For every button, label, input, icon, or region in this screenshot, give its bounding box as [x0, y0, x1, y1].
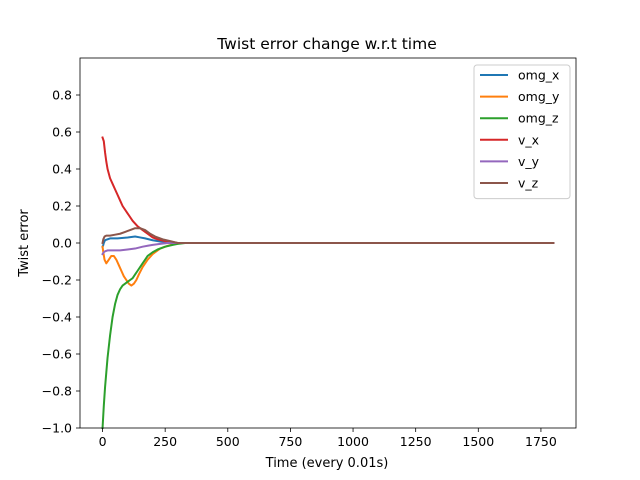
- x-tick-label: 250: [153, 434, 177, 449]
- series-line-omg-y: [101, 242, 555, 287]
- x-tick-label: 0: [99, 434, 107, 449]
- y-tick-label: −0.6: [42, 347, 72, 362]
- legend-label-v-y: v_y: [518, 154, 540, 169]
- x-tick-label: 1750: [525, 434, 557, 449]
- x-tick-label: 500: [216, 434, 240, 449]
- series-line-omg-x: [101, 235, 555, 249]
- y-tick-label: −0.4: [42, 310, 72, 325]
- y-axis-label: Twist error: [17, 209, 32, 278]
- y-tick-label: 0.0: [52, 236, 72, 251]
- y-tick-label: −0.8: [42, 384, 72, 399]
- series-line-v-y: [101, 242, 555, 256]
- x-tick-label: 750: [278, 434, 302, 449]
- legend-label-v-x: v_x: [518, 132, 539, 147]
- legend-label-v-z: v_z: [518, 176, 539, 191]
- y-tick-label: −1.0: [42, 421, 72, 436]
- series-line-v-x: [101, 136, 555, 244]
- legend: omg_x omg_y omg_z v_x v_y v_z: [473, 64, 571, 200]
- legend-label-omg-z: omg_z: [518, 111, 559, 126]
- axis-ticks: 0 250 500 750 1000 1250 1500 1750 −1.0 −0.8 −0.6 −0…: [42, 88, 557, 450]
- y-tick-label: 0.8: [52, 88, 72, 103]
- x-axis-label: Time (every 0.01s): [265, 456, 389, 471]
- legend-label-omg-x: omg_x: [518, 68, 559, 83]
- y-tick-label: 0.2: [52, 199, 72, 214]
- y-tick-label: −0.2: [42, 273, 72, 288]
- y-tick-label: 0.4: [52, 162, 72, 177]
- x-tick-label: 1250: [400, 434, 432, 449]
- legend-label-omg-y: omg_y: [518, 89, 560, 104]
- y-tick-label: 0.6: [52, 125, 72, 140]
- x-tick-label: 1000: [337, 434, 369, 449]
- x-tick-label: 1500: [462, 434, 494, 449]
- plot-frame: [79, 57, 577, 429]
- series-line-v-z: [101, 227, 555, 245]
- chart-title: Twist error change w.r.t time: [216, 35, 436, 53]
- plot-area: [101, 136, 555, 430]
- series-line-omg-z: [101, 242, 555, 430]
- legend-box: [473, 64, 571, 200]
